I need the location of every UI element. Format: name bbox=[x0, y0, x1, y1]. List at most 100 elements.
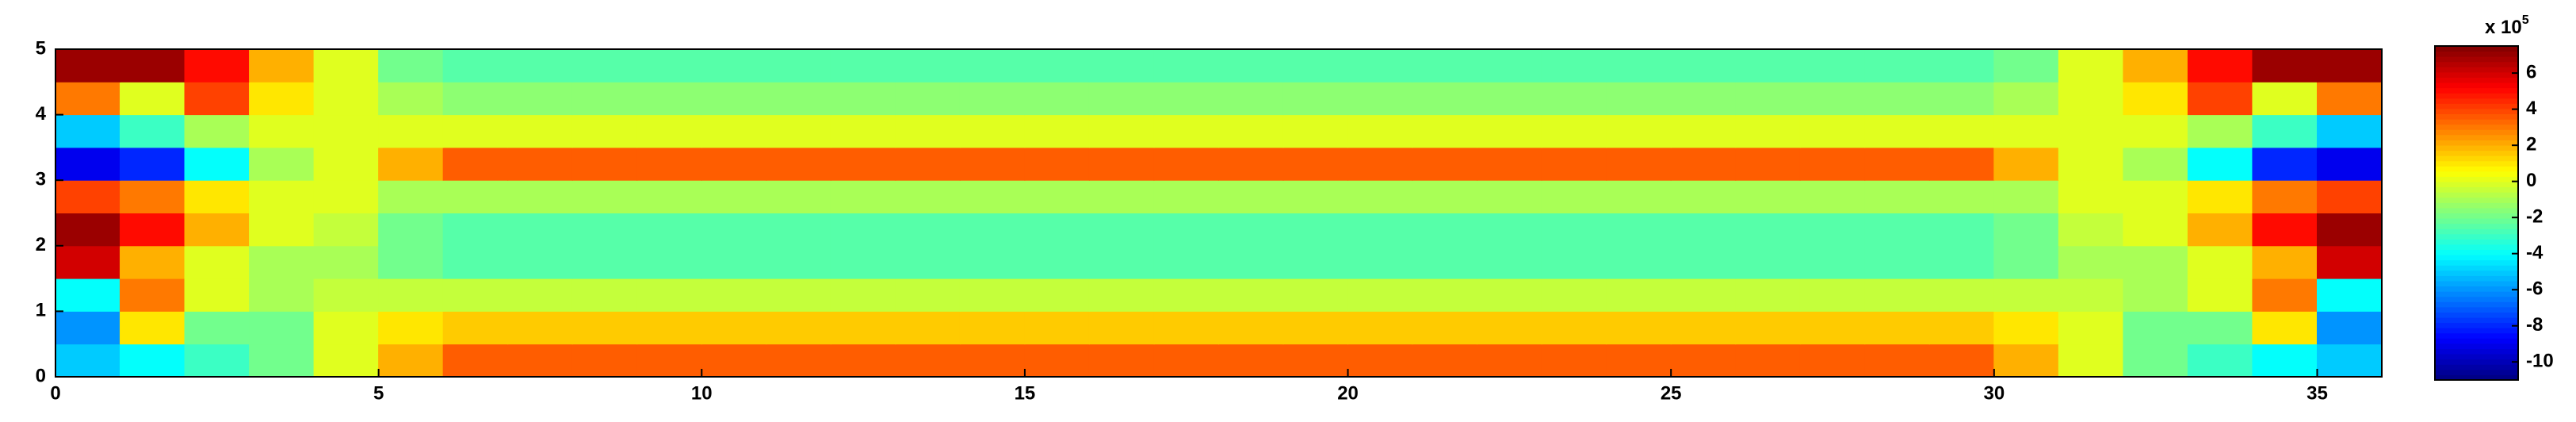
heatmap-cell bbox=[2058, 310, 2124, 345]
heatmap-cell bbox=[701, 310, 767, 345]
heatmap-cell bbox=[442, 245, 509, 279]
heatmap-cell bbox=[1153, 310, 1219, 345]
heatmap-cell bbox=[1218, 81, 1284, 116]
heatmap-cell bbox=[1347, 49, 1413, 82]
heatmap-cell bbox=[313, 310, 380, 345]
heatmap-cell bbox=[1735, 278, 1801, 312]
heatmap-cell bbox=[507, 81, 573, 116]
heatmap-cell bbox=[636, 310, 702, 345]
heatmap-cell bbox=[1282, 179, 1349, 213]
heatmap-cell bbox=[507, 147, 573, 181]
heatmap-cell bbox=[1799, 343, 1866, 377]
heatmap-cell bbox=[1218, 179, 1284, 213]
heatmap-cell bbox=[184, 310, 250, 345]
heatmap-cell bbox=[2187, 147, 2253, 181]
heatmap-cell bbox=[830, 213, 896, 247]
colorbar-swatch bbox=[2435, 45, 2518, 52]
heatmap-cell bbox=[1153, 147, 1219, 181]
heatmap-cell bbox=[701, 179, 767, 213]
heatmap-cell bbox=[442, 49, 509, 82]
heatmap-cell bbox=[2123, 310, 2188, 345]
heatmap-cell bbox=[1477, 310, 1542, 345]
heatmap-cell bbox=[895, 310, 961, 345]
heatmap-cell bbox=[959, 310, 1026, 345]
heatmap-cell bbox=[1153, 114, 1219, 148]
heatmap-cell bbox=[55, 343, 121, 377]
heatmap-cell bbox=[1541, 114, 1607, 148]
heatmap-cell bbox=[249, 49, 315, 82]
heatmap-cell bbox=[184, 147, 250, 181]
heatmap-cell bbox=[1477, 245, 1542, 279]
heatmap-cell bbox=[1670, 81, 1737, 116]
heatmap-cell bbox=[1477, 179, 1542, 213]
heatmap-cell bbox=[1670, 343, 1737, 377]
heatmap-cell bbox=[55, 147, 121, 181]
heatmap-cell bbox=[442, 343, 509, 377]
heatmap-cell bbox=[1088, 114, 1155, 148]
colorbar-swatch bbox=[2435, 98, 2518, 104]
heatmap-cell bbox=[2123, 278, 2188, 312]
heatmap-cell bbox=[1477, 213, 1542, 247]
heatmap-cell bbox=[2252, 213, 2318, 247]
heatmap-cell bbox=[313, 81, 380, 116]
heatmap-cell bbox=[2123, 343, 2188, 377]
heatmap-cell bbox=[1477, 147, 1542, 181]
heatmap-cell bbox=[249, 213, 315, 247]
heatmap-cell bbox=[55, 114, 121, 148]
y-tick-label: 3 bbox=[36, 169, 46, 190]
heatmap-cell bbox=[55, 245, 121, 279]
heatmap-cell bbox=[1606, 114, 1672, 148]
heatmap-cell bbox=[1735, 147, 1801, 181]
colorbar-swatch bbox=[2435, 56, 2518, 63]
heatmap-cell bbox=[1670, 147, 1737, 181]
x-tick-label: 25 bbox=[1661, 382, 1682, 404]
heatmap-cell bbox=[2058, 81, 2124, 116]
x-tick-label: 30 bbox=[1983, 382, 2005, 404]
heatmap-cell bbox=[959, 245, 1026, 279]
heatmap-cell bbox=[1347, 245, 1413, 279]
heatmap-cell bbox=[1606, 49, 1672, 82]
colorbar-tick-label: 0 bbox=[2526, 170, 2536, 191]
heatmap-cell bbox=[766, 147, 831, 181]
heatmap-cell bbox=[249, 81, 315, 116]
heatmap-cell bbox=[1864, 49, 1930, 82]
heatmap-cell bbox=[830, 114, 896, 148]
colorbar-swatch bbox=[2435, 165, 2518, 172]
heatmap-cell bbox=[1670, 49, 1737, 82]
heatmap-cell bbox=[2123, 81, 2188, 116]
heatmap-cell bbox=[1864, 213, 1930, 247]
heatmap-cell bbox=[313, 245, 380, 279]
heatmap-cell bbox=[1735, 245, 1801, 279]
heatmap-cell bbox=[1735, 343, 1801, 377]
plot-frame bbox=[55, 48, 2383, 378]
heatmap-cell bbox=[895, 179, 961, 213]
colorbar-swatch bbox=[2435, 213, 2518, 219]
heatmap-cell bbox=[1412, 343, 1478, 377]
colorbar-swatch bbox=[2435, 343, 2518, 350]
heatmap-cell bbox=[1477, 278, 1542, 312]
heatmap-cell bbox=[701, 81, 767, 116]
colorbar-swatch bbox=[2435, 369, 2518, 375]
heatmap-cell bbox=[1412, 245, 1478, 279]
colorbar-swatch bbox=[2435, 337, 2518, 344]
heatmap-cell bbox=[120, 81, 185, 116]
heatmap-cell bbox=[1670, 278, 1737, 312]
heatmap-cell bbox=[1088, 213, 1155, 247]
heatmap-cell bbox=[1282, 147, 1349, 181]
heatmap-cell bbox=[2058, 114, 2124, 148]
heatmap-cell bbox=[1928, 179, 1995, 213]
heatmap-cell bbox=[1282, 114, 1349, 148]
heatmap-cell bbox=[2252, 147, 2318, 181]
heatmap-cell bbox=[1606, 179, 1672, 213]
colorbar-swatch bbox=[2435, 201, 2518, 209]
heatmap-cell bbox=[1799, 213, 1866, 247]
heatmap-cell bbox=[2252, 310, 2318, 345]
colorbar-tick-label: -8 bbox=[2526, 314, 2543, 336]
colorbar-tick-label: 6 bbox=[2526, 61, 2536, 82]
heatmap-cell bbox=[1928, 245, 1995, 279]
heatmap-cell bbox=[1153, 49, 1219, 82]
heatmap-cell bbox=[1024, 245, 1090, 279]
heatmap-cell bbox=[1864, 343, 1930, 377]
heatmap-cell bbox=[1606, 213, 1672, 247]
heatmap-cell bbox=[313, 213, 380, 247]
